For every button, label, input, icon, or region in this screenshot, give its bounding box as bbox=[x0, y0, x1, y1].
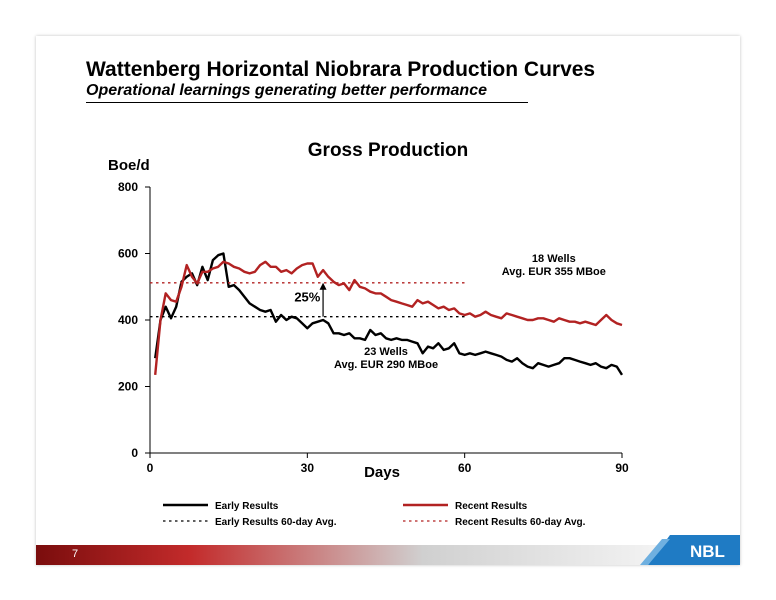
y-tick-label: 800 bbox=[118, 180, 138, 194]
page-number: 7 bbox=[72, 548, 79, 560]
chart-axes: 0 200 400 600 800 0 30 60 90 Boe/d Days bbox=[108, 157, 629, 481]
nbl-logo: NBL bbox=[640, 535, 740, 565]
y-tick-label: 0 bbox=[131, 446, 138, 460]
annotation-label: 18 Wells bbox=[532, 253, 576, 265]
legend-label: Early Results bbox=[215, 501, 279, 512]
x-tick-label: 0 bbox=[147, 461, 154, 475]
legend-label: Early Results 60-day Avg. bbox=[215, 517, 337, 528]
title-divider bbox=[86, 102, 528, 103]
logo-text: NBL bbox=[690, 542, 725, 561]
x-tick-label: 60 bbox=[458, 461, 472, 475]
annotation-label: Avg. EUR 290 MBoe bbox=[334, 359, 438, 371]
page-subtitle: Operational learnings generating better … bbox=[86, 82, 487, 99]
annotation-label: 23 Wells bbox=[364, 346, 408, 358]
annotation-label: 25% bbox=[294, 290, 320, 305]
y-tick-label: 600 bbox=[118, 247, 138, 261]
x-axis-label: Days bbox=[364, 464, 400, 481]
x-tick-label: 90 bbox=[615, 461, 629, 475]
series-line-early-results bbox=[154, 252, 624, 376]
delta-arrow-head bbox=[319, 282, 327, 290]
chart-legend: Early Results Recent Results Early Results… bbox=[163, 501, 586, 528]
y-tick-label: 200 bbox=[118, 380, 138, 394]
series-line-recent-results bbox=[154, 260, 623, 376]
slide-background bbox=[36, 36, 740, 565]
y-tick-label: 400 bbox=[118, 313, 138, 327]
x-tick-label: 30 bbox=[301, 461, 315, 475]
annotation-label: Avg. EUR 355 MBoe bbox=[502, 266, 606, 278]
footer-bar bbox=[36, 545, 740, 565]
page-title: Wattenberg Horizontal Niobrara Productio… bbox=[86, 58, 596, 81]
y-axis-label: Boe/d bbox=[108, 157, 150, 174]
chart-series bbox=[150, 252, 624, 376]
chart-title: Gross Production bbox=[307, 140, 469, 161]
legend-label: Recent Results bbox=[455, 501, 528, 512]
legend-label: Recent Results 60-day Avg. bbox=[455, 517, 586, 528]
